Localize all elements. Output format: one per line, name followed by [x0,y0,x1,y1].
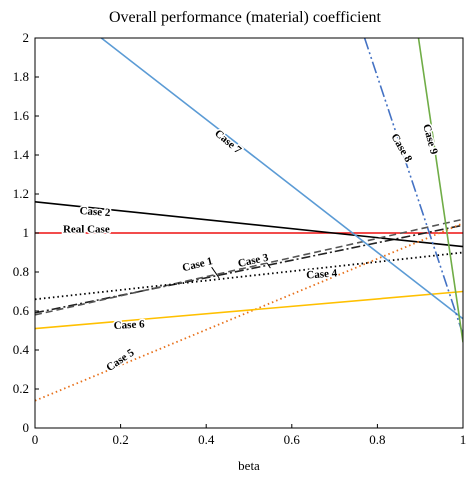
series-label-case-6: Case 6 [113,318,145,332]
series-line-case-7 [100,38,463,320]
x-axis-label: beta [238,458,260,473]
series-label-case-2: Case 2 [79,205,111,219]
series-line-case-8 [363,38,463,335]
series-label-case-1: Case 1 [181,255,214,274]
y-tick-label: 1.8 [13,69,29,84]
series-line-case-9 [417,38,463,343]
y-tick-label: 1 [23,225,30,240]
x-tick-label: 0.8 [369,432,385,447]
series-label-case-7: Case 7 [212,127,244,156]
series-label-case-4: Case 4 [306,267,338,281]
y-tick-label: 0.4 [13,342,30,357]
series-line-case-3 [35,218,463,316]
y-tick-label: 1.4 [13,147,30,162]
chart-title: Overall performance (material) coefficie… [109,9,382,26]
series-label-case-9: Case 9 [420,123,440,156]
x-tick-label: 0.2 [112,432,128,447]
x-tick-label: 0 [32,432,39,447]
y-tick-label: 0.2 [13,381,29,396]
y-tick-label: 2 [23,30,30,45]
y-tick-label: 1.2 [13,186,29,201]
y-tick-label: 1.6 [13,108,30,123]
x-tick-label: 0.4 [198,432,215,447]
series-label-case-3: Case 3 [237,252,270,270]
x-tick-label: 1 [460,432,467,447]
series-label-real-case: Real Case [63,224,110,236]
y-tick-label: 0 [23,420,30,435]
y-tick-label: 0.6 [13,303,30,318]
annotation-arrow [266,263,271,269]
y-tick-label: 0.8 [13,264,29,279]
x-tick-label: 0.6 [284,432,301,447]
series-line-case-5 [35,222,463,402]
series-line-case-6 [35,290,463,330]
series-line-case-2 [35,201,463,248]
annotation-arrow [211,266,220,279]
series-label-case-5: Case 5 [104,346,137,373]
series-label-case-8: Case 8 [388,132,414,165]
